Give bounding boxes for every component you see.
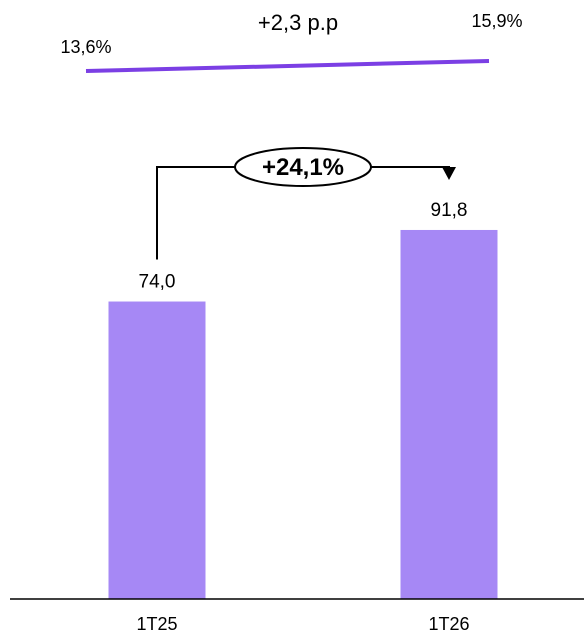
x-tick-label: 1T26 (428, 614, 469, 634)
trend-value-label: 15,9% (471, 11, 522, 31)
growth-badge-label: +24,1% (262, 154, 344, 181)
trend-line (85, 59, 490, 73)
trend-change-annotation: +2,3 p.p (258, 10, 338, 35)
bar-value-label: 74,0 (139, 272, 176, 293)
trend-value-label: 13,6% (60, 37, 111, 57)
x-axis-ticks: 1T25 1T26 (136, 614, 469, 634)
growth-arrowhead (442, 166, 456, 180)
bar (400, 229, 498, 600)
growth-badge-ellipse (234, 147, 372, 187)
margin-trend-line-chart: 13,6% 15,9% +2,3 p.p (60, 10, 523, 73)
bar-chart: 74,0 91,8 (108, 200, 498, 600)
bar-value-label: 91,8 (431, 200, 468, 221)
growth-connector: +24,1% (156, 147, 456, 260)
bar (108, 301, 206, 599)
x-tick-label: 1T25 (136, 614, 177, 634)
